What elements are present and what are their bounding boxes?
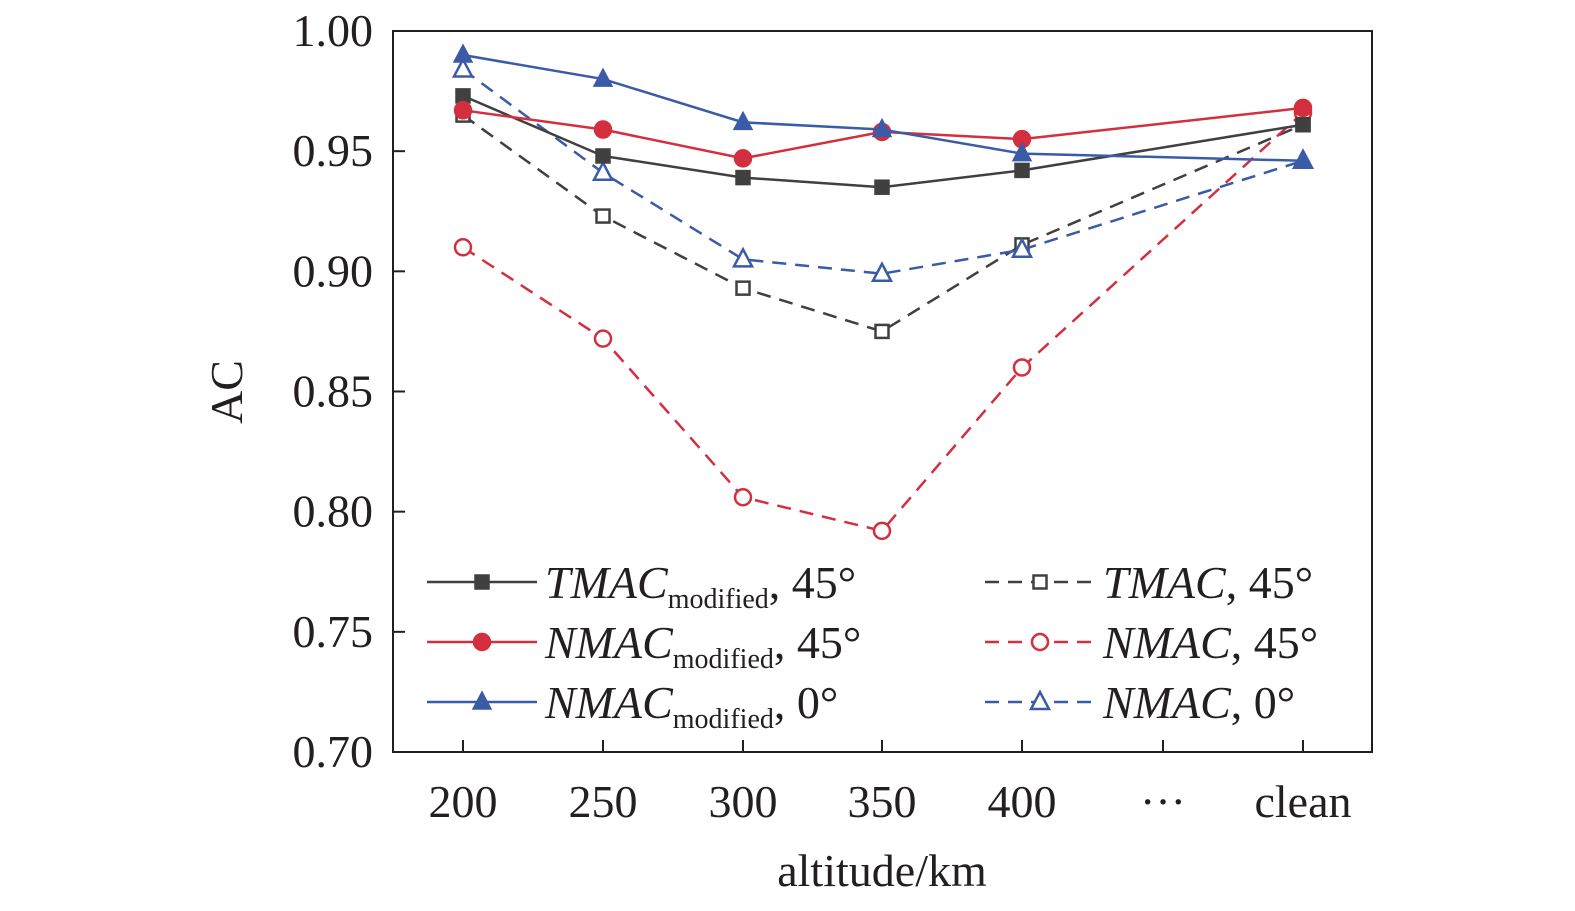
legend-item-4: NMAC, 45°	[985, 617, 1318, 668]
data-point	[453, 238, 473, 257]
data-point	[735, 280, 751, 296]
axes: 0.70 0.75 0.80 0.85 0.90 0.95 1.00 200 250 300 350…	[293, 5, 1373, 827]
x-tick-label: ···	[1140, 776, 1186, 827]
data-point	[1295, 116, 1311, 133]
legend-label: TMAC, 45°	[1103, 557, 1313, 608]
series-group	[451, 43, 1315, 541]
y-tick-label: 0.90	[293, 245, 374, 296]
series-line	[462, 53, 1304, 163]
data-point	[591, 160, 615, 182]
data-point	[451, 56, 475, 78]
legend: TMACmodified, 45°NMACmodified, 45°NMACmo…	[427, 557, 1318, 735]
data-point	[1011, 141, 1033, 162]
x-tick-label: 250	[569, 776, 638, 827]
legend-label: NMACmodified, 45°	[544, 617, 861, 675]
series-0	[455, 88, 1311, 195]
data-point	[733, 487, 753, 507]
legend-marker	[471, 690, 493, 710]
y-tick-label: 1.00	[293, 5, 374, 56]
data-point	[731, 246, 755, 268]
series-line	[462, 106, 1304, 160]
data-point	[1292, 149, 1314, 169]
y-tick-label: 0.80	[293, 486, 374, 537]
data-point	[593, 120, 613, 139]
legend-item-1: NMACmodified, 45°	[427, 617, 861, 675]
legend-marker	[474, 574, 490, 590]
y-axis-title: AC	[201, 360, 252, 424]
data-point	[1012, 358, 1032, 377]
data-point	[871, 117, 893, 138]
data-point	[593, 329, 613, 348]
series-line	[462, 114, 1304, 333]
data-point	[733, 149, 753, 168]
legend-label: TMACmodified, 45°	[545, 557, 856, 615]
legend-marker	[1032, 574, 1048, 590]
legend-item-2: NMACmodified, 0°	[427, 677, 838, 735]
x-axis-title: altitude/km	[777, 845, 987, 896]
legend-marker	[1028, 689, 1052, 711]
data-point	[592, 67, 614, 87]
data-point	[1014, 162, 1030, 179]
x-tick-label: 350	[848, 776, 917, 827]
legend-item-3: TMAC, 45°	[985, 557, 1313, 608]
data-point	[874, 323, 890, 340]
legend-label: NMAC, 0°	[1102, 677, 1295, 728]
y-tick-label: 0.85	[293, 366, 374, 417]
y-tick-label: 0.95	[293, 125, 374, 176]
data-point	[1293, 98, 1313, 118]
x-tick-label: clean	[1254, 776, 1351, 827]
data-point	[595, 208, 611, 224]
series-line	[462, 94, 1304, 189]
series-4	[453, 103, 1313, 541]
series-line	[462, 68, 1304, 275]
data-point	[595, 148, 611, 164]
legend-label: NMACmodified, 0°	[544, 677, 838, 735]
data-point	[453, 101, 473, 120]
data-point	[735, 169, 751, 186]
data-point	[452, 43, 474, 63]
x-tick-label: 300	[709, 776, 778, 827]
legend-item-0: TMACmodified, 45°	[427, 557, 856, 615]
data-point	[732, 110, 754, 131]
series-2	[452, 43, 1314, 169]
data-point	[1010, 237, 1034, 258]
series-line	[462, 111, 1304, 533]
legend-marker	[472, 632, 492, 652]
series-5	[451, 56, 1315, 282]
data-point	[870, 261, 894, 282]
x-tick-label: 200	[429, 776, 498, 827]
y-tick-label: 0.70	[293, 726, 374, 777]
y-tick-label: 0.75	[293, 606, 374, 657]
data-point	[872, 521, 892, 541]
legend-item-5: NMAC, 0°	[985, 677, 1295, 728]
data-point	[455, 88, 471, 104]
legend-marker	[1030, 632, 1050, 652]
legend-label: NMAC, 45°	[1102, 617, 1318, 668]
x-tick-label: 400	[988, 776, 1057, 827]
data-point	[874, 179, 890, 195]
